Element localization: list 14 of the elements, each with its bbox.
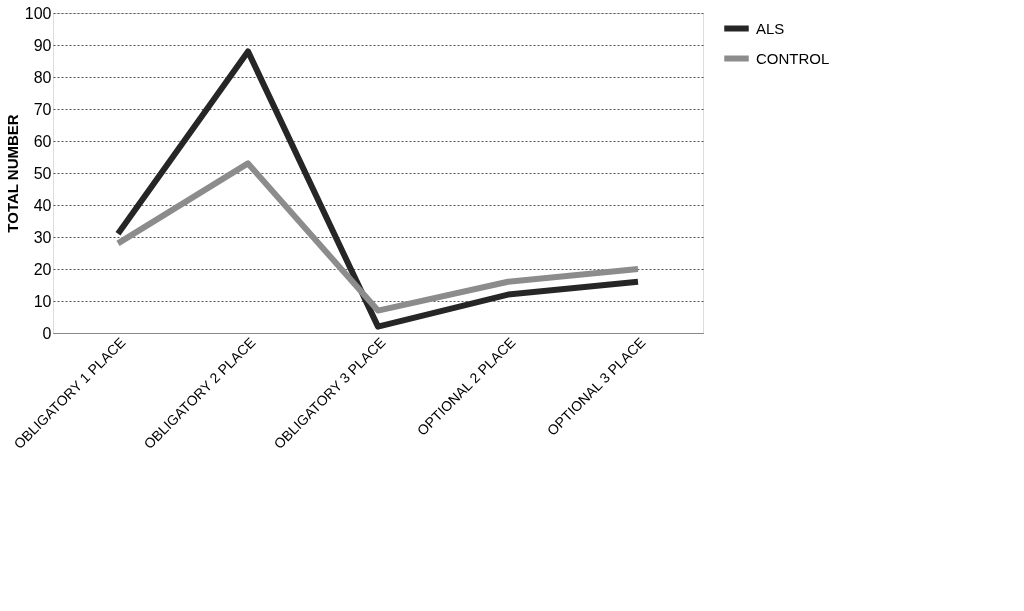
y-tick-label: 90 [33,36,52,54]
legend-label: ALS [756,19,785,37]
y-axis-title: TOTAL NUMBER [3,114,21,233]
y-tick-label: 50 [33,164,52,182]
y-tick-label: 10 [33,292,52,310]
legend-label: CONTROL [756,49,830,67]
y-tick-label: 30 [33,228,52,246]
y-tick-label: 100 [24,4,52,22]
y-tick-label: 60 [33,132,52,150]
y-tick-label: 40 [33,196,52,214]
y-tick-label: 20 [33,260,52,278]
y-tick-label: 70 [33,100,52,118]
y-tick-label: 80 [33,68,52,86]
y-tick-label: 0 [42,324,52,342]
